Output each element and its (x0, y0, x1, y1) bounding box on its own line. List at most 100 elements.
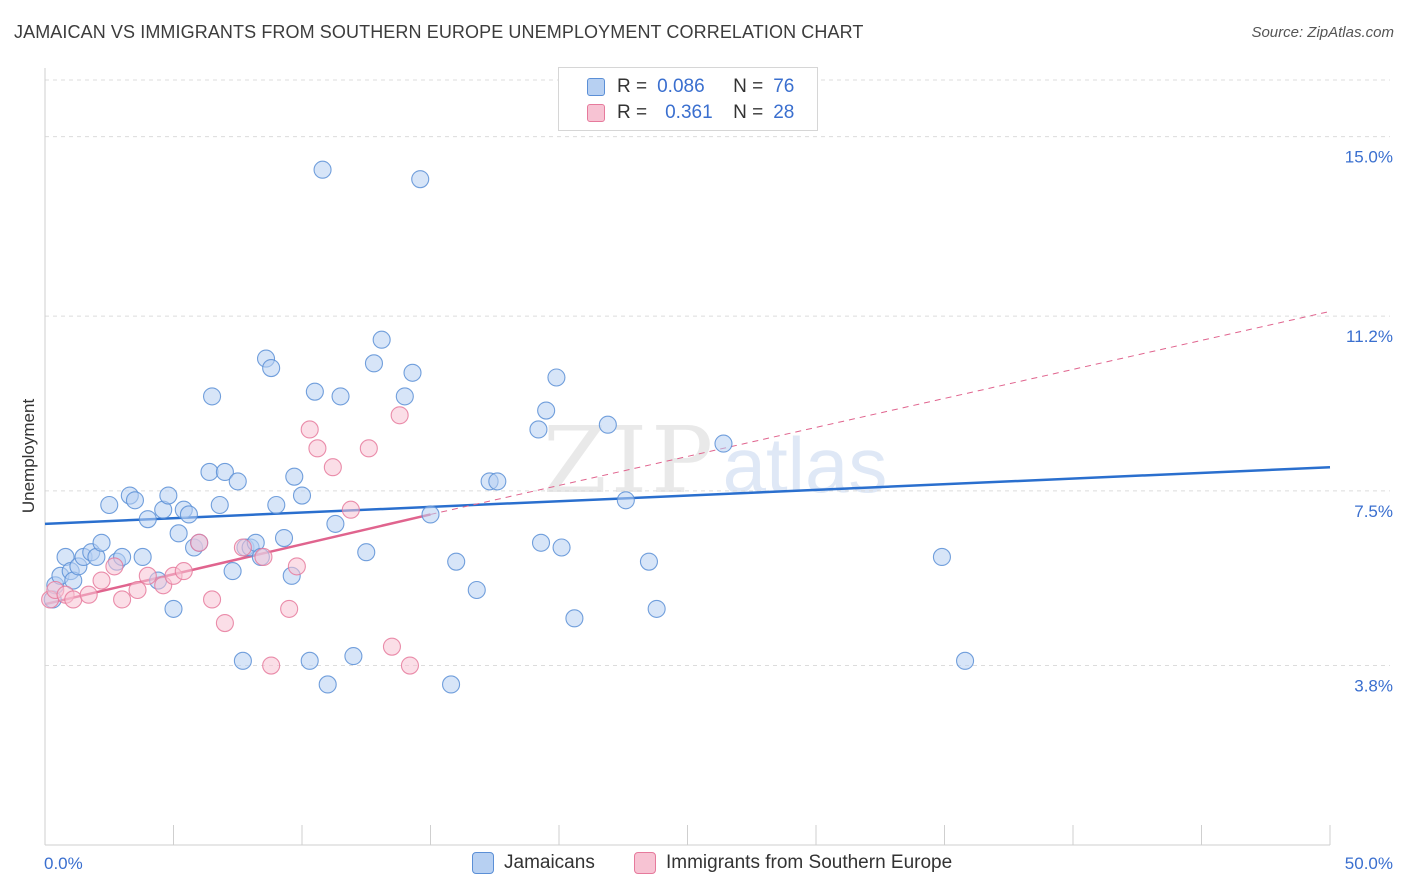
legend-r-label: R = (617, 102, 648, 123)
legend-swatch-southern-europe (587, 104, 605, 122)
data-point (190, 533, 209, 552)
y-tick-label: 11.2% (1346, 327, 1393, 346)
data-point (390, 406, 409, 425)
data-point (313, 160, 332, 179)
y-tick-labels: 3.8% 7.5% 11.2% 15.0% (1345, 148, 1393, 696)
data-point (159, 486, 178, 505)
correlation-legend: R = 0.086 N = 76 R = 0.361 N = 28 (558, 67, 818, 131)
data-point (285, 467, 304, 486)
legend-r-value: 0.086 (657, 76, 705, 97)
chart-title: JAMAICAN VS IMMIGRANTS FROM SOUTHERN EUR… (14, 22, 864, 42)
series-label-southern-europe: Immigrants from Southern Europe (666, 852, 953, 873)
data-point (203, 590, 222, 609)
legend-row-southern-europe: R = 0.361 N = 28 (587, 101, 794, 125)
data-point (537, 401, 556, 420)
data-point (956, 651, 975, 670)
data-point (133, 547, 152, 566)
data-point (233, 538, 252, 557)
data-point (200, 462, 219, 481)
data-point (79, 585, 98, 604)
axes (44, 68, 1331, 846)
series-swatch-southern-europe (634, 852, 656, 874)
data-point (215, 614, 234, 633)
data-point (113, 590, 132, 609)
data-point (138, 510, 157, 529)
data-point (421, 505, 440, 524)
data-point (128, 580, 147, 600)
data-point (364, 354, 384, 373)
legend-r-label: R = (617, 76, 648, 97)
data-point (100, 495, 119, 515)
data-point (203, 387, 222, 406)
data-point (280, 599, 299, 618)
data-point (223, 562, 242, 581)
y-tick-label: 7.5% (1354, 502, 1393, 521)
series-label-jamaicans: Jamaicans (504, 852, 595, 873)
x-tick-label-min: 0.0% (44, 854, 83, 873)
data-point (267, 495, 286, 515)
data-point (274, 529, 294, 548)
data-point (529, 420, 548, 439)
data-point (395, 387, 414, 406)
data-point (305, 382, 324, 401)
data-point (447, 552, 466, 571)
data-points (41, 160, 975, 694)
y-axis-label: Unemployment (19, 399, 38, 514)
watermark-atlas: atlas (723, 421, 888, 509)
trendlines (44, 310, 1331, 606)
trendline-southern-europe (44, 513, 431, 606)
data-point (92, 533, 111, 552)
legend-swatch-jamaicans (587, 78, 605, 96)
data-point (300, 420, 319, 439)
data-point (647, 599, 666, 618)
source-label: Source: ZipAtlas.com (1251, 24, 1394, 41)
grid-lines (45, 79, 1390, 667)
data-point (359, 439, 378, 458)
data-point (357, 543, 376, 562)
data-point (531, 533, 551, 552)
legend-n-value: 28 (773, 102, 795, 123)
data-point (598, 415, 617, 434)
data-point (714, 434, 733, 453)
data-point (442, 675, 461, 694)
data-point (467, 580, 486, 600)
data-point (552, 538, 571, 557)
data-point (341, 500, 360, 519)
data-point (105, 557, 124, 576)
data-point (210, 495, 229, 515)
data-point (174, 562, 193, 581)
series-legend-southern-europe: Immigrants from Southern Europe (634, 852, 952, 874)
data-point (323, 458, 342, 477)
data-point (547, 368, 566, 387)
data-point (326, 514, 345, 533)
data-point (932, 547, 951, 566)
data-point (169, 524, 188, 543)
data-point (215, 462, 234, 481)
data-point (262, 359, 281, 378)
data-point (382, 637, 402, 656)
data-point (331, 387, 350, 406)
data-point (344, 647, 363, 666)
watermark: ZIP atlas (543, 407, 887, 514)
data-point (308, 439, 327, 458)
series-legend-jamaicans: Jamaicans (472, 852, 595, 874)
legend-n-label: N = (733, 76, 764, 97)
legend-row-jamaicans: R = 0.086 N = 76 (587, 75, 794, 99)
trendline-jamaicans (44, 465, 1331, 526)
legend-r-value: 0.361 (665, 102, 713, 123)
data-point (254, 547, 273, 566)
legend-n-value: 76 (773, 76, 795, 97)
data-point (300, 651, 319, 670)
data-point (639, 552, 659, 571)
data-point (228, 472, 247, 491)
data-point (125, 491, 144, 510)
data-point (372, 330, 391, 349)
data-point (400, 656, 419, 675)
data-point (287, 557, 306, 576)
data-point (292, 486, 312, 505)
data-point (318, 675, 337, 694)
y-tick-label: 15.0% (1345, 148, 1393, 167)
y-tick-label: 3.8% (1354, 677, 1393, 696)
data-point (138, 566, 157, 585)
